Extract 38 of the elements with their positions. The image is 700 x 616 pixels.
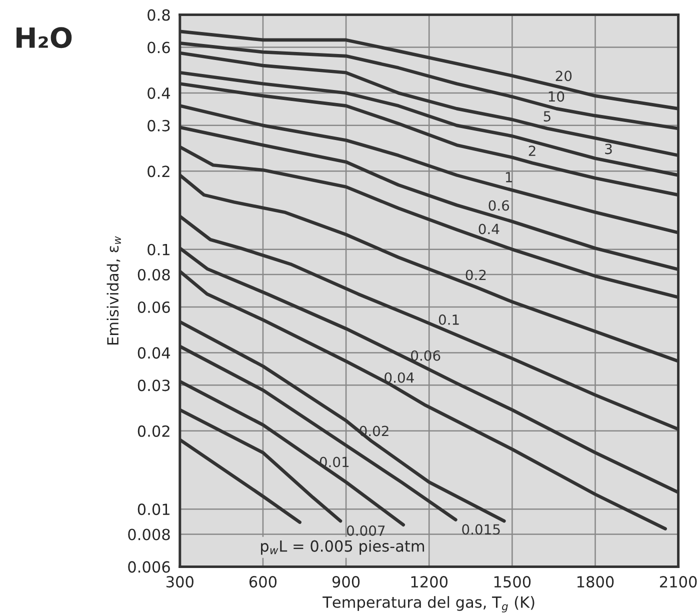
y-tick-label: 0.8 xyxy=(148,9,170,21)
series-label: 0.4 xyxy=(478,224,500,234)
y-tick-label: 0.6 xyxy=(148,42,170,54)
series-label: 0.1 xyxy=(438,314,459,325)
x-tick-label: 900 xyxy=(332,576,360,588)
series-label: 2 xyxy=(528,146,536,156)
y-tick-label: 0.2 xyxy=(148,166,170,178)
y-tick-label: 0.1 xyxy=(148,244,170,256)
y-tick-label: 0.04 xyxy=(138,347,170,359)
y-tick-label: 0.01 xyxy=(138,504,170,516)
y-tick-label: 0.08 xyxy=(138,268,170,281)
y-tick-label: 0.03 xyxy=(138,380,170,392)
series-label: 5 xyxy=(544,111,550,122)
y-tick-label: 0.4 xyxy=(148,87,170,99)
annotation: p$_{w}$L = 0.005 pies-atm xyxy=(261,540,424,555)
y-tick-label: 0.006 xyxy=(128,561,170,573)
y-axis-title: Emisividad, ε$_{w}$ xyxy=(106,236,121,344)
series-label: 3 xyxy=(605,144,612,154)
series-label: 0.6 xyxy=(488,200,510,211)
series-label: 20 xyxy=(556,70,572,82)
series-label: 0.015 xyxy=(462,524,500,535)
series-label: 0.2 xyxy=(466,270,486,280)
series-label: 10 xyxy=(548,91,564,102)
series-label: 1 xyxy=(506,172,512,182)
chart-title: H₂O xyxy=(16,27,72,48)
series-label: 0.007 xyxy=(346,525,385,536)
y-tick-label: 0.3 xyxy=(148,120,170,132)
x-tick-label: 2100 xyxy=(660,576,697,588)
y-tick-label: 0.06 xyxy=(138,301,170,313)
x-tick-label: 1500 xyxy=(494,576,531,588)
x-tick-label: 600 xyxy=(249,576,277,588)
x-tick-label: 300 xyxy=(166,576,194,588)
x-tick-label: 1800 xyxy=(577,576,614,588)
series-label: 0.06 xyxy=(411,350,440,361)
x-axis-title: Temperatura del gas, T$_{g}$ (K) xyxy=(322,596,534,612)
y-tick-label: 0.008 xyxy=(128,528,170,540)
x-tick-label: 1200 xyxy=(411,576,448,588)
y-tick-label: 0.02 xyxy=(138,425,170,437)
